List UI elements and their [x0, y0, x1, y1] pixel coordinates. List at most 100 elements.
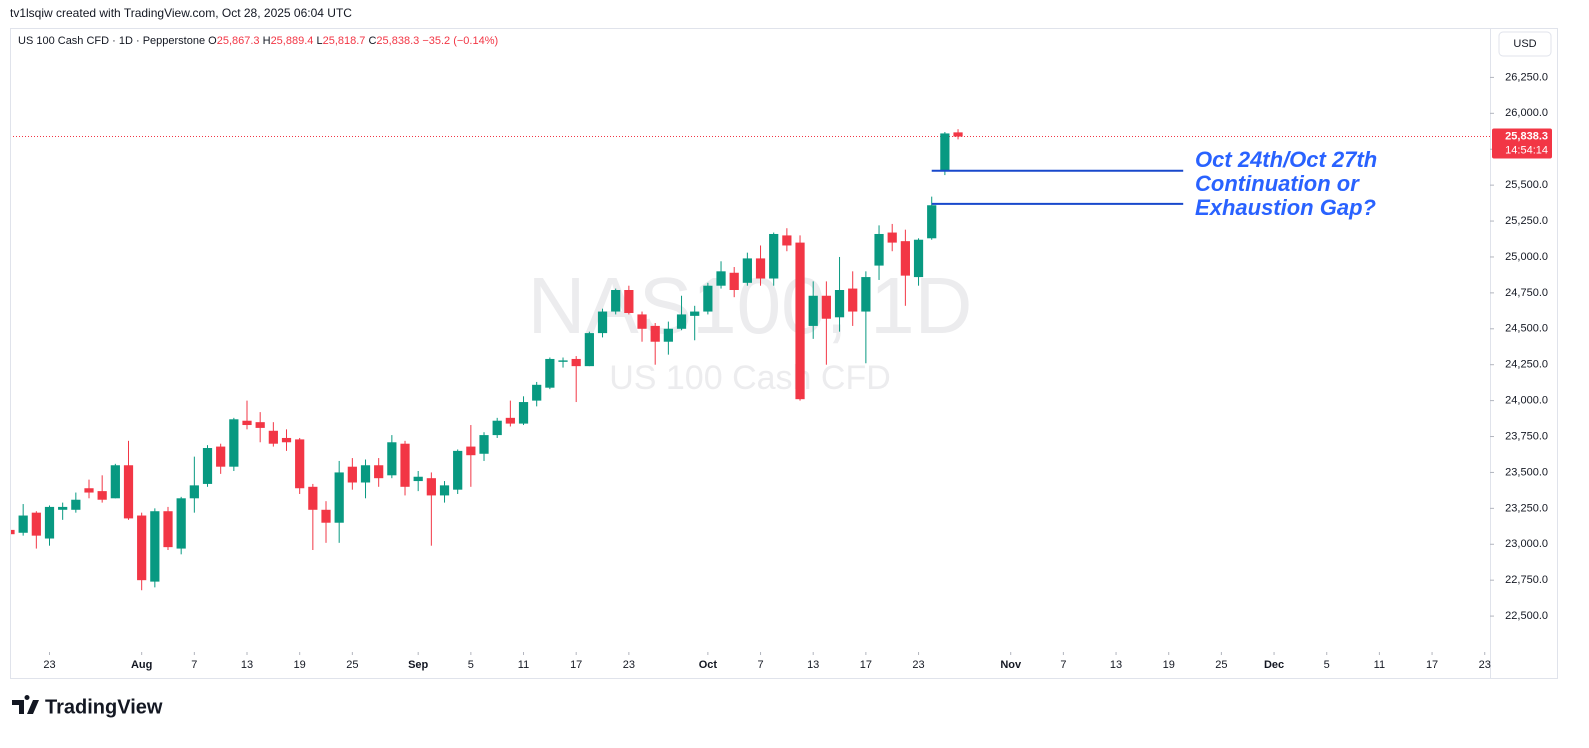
x-tick-label: 23 [43, 659, 55, 671]
x-tick-label: 17 [860, 659, 872, 671]
plot [11, 129, 1490, 591]
candle-body [624, 290, 634, 313]
annotation-text: Continuation or [1195, 171, 1360, 196]
candle-body [123, 465, 134, 519]
last-price-label: 25,838.3 [1505, 130, 1548, 142]
candle-body [795, 242, 805, 400]
y-tick-label: 24,500.0 [1505, 323, 1548, 335]
y-tick-label: 25,500.0 [1505, 179, 1548, 191]
y-tick-label: 25,250.0 [1505, 215, 1548, 227]
x-tick-label: 7 [191, 659, 197, 671]
annotation-text: Oct 24th/Oct 27th [1195, 147, 1377, 172]
candle-body [281, 437, 292, 443]
candle-body [808, 295, 818, 326]
candle-body [334, 472, 344, 523]
candle-body [584, 333, 594, 367]
symbol: US 100 Cash CFD · 1D · Pepperstone [18, 35, 205, 47]
currency[interactable]: USD [1513, 38, 1536, 50]
x-tick-label: 17 [570, 659, 582, 671]
last-price-box [1492, 128, 1552, 159]
candle-body [755, 258, 766, 279]
candle-body [611, 290, 621, 312]
candle-body [110, 465, 120, 499]
candle-body [400, 443, 410, 487]
x-tick-label: 11 [1374, 659, 1385, 671]
candle-body [848, 288, 858, 312]
header: tv1lsqiw created with TradingView.com, O… [10, 6, 352, 20]
candle-body [97, 491, 107, 500]
candle-body [690, 311, 700, 316]
brand-logo: TradingView [12, 695, 163, 718]
candle-body [505, 417, 515, 424]
x-tick-label: 23 [1479, 659, 1491, 671]
candle-body [44, 506, 55, 539]
x-tick-label: Oct [699, 659, 718, 671]
candle-body [571, 358, 581, 367]
candle-body [637, 314, 647, 329]
y-tick-label: 24,250.0 [1505, 359, 1548, 371]
candle-body [413, 476, 423, 482]
y-tick-label: 23,750.0 [1505, 430, 1548, 442]
x-tick-label: 13 [807, 659, 819, 671]
x-tick-label: 13 [241, 659, 253, 671]
candle-body [11, 529, 15, 535]
y-tick-label: 24,000.0 [1505, 395, 1548, 407]
candle-body [71, 499, 81, 510]
x-tick-label: 23 [912, 659, 924, 671]
x-tick-label: 25 [1215, 659, 1227, 671]
x-tick-label: 19 [1163, 659, 1175, 671]
candle-body [308, 486, 318, 510]
logo-icon [12, 695, 39, 714]
candle-body [202, 448, 213, 484]
candle-body [360, 465, 371, 483]
candle-body [558, 360, 568, 362]
candle-body [347, 466, 357, 483]
candle-body [374, 465, 384, 479]
candle-body [295, 439, 305, 489]
candle-body [321, 509, 331, 523]
candle-body [439, 485, 450, 496]
x-tick-label: 25 [346, 659, 358, 671]
x-tick-label: 5 [468, 659, 474, 671]
candle-body [703, 285, 713, 312]
y-tick-label: 22,500.0 [1505, 610, 1548, 622]
legend-value: 25,818.7 [323, 35, 366, 47]
brand: TradingView [45, 696, 163, 718]
candle-body [900, 241, 910, 276]
legend-key: C [368, 35, 376, 47]
annotation-text: Exhaustion Gap? [1195, 195, 1376, 220]
candle-body [268, 430, 278, 444]
candle-body [176, 498, 186, 549]
legend-key: O [208, 35, 217, 47]
candle-body [242, 420, 252, 426]
countdown: 14:54:14 [1505, 144, 1548, 156]
candle-body [861, 277, 871, 312]
candle-body [58, 506, 68, 510]
candle-body [940, 133, 950, 171]
y-tick-label: 22,750.0 [1505, 574, 1548, 586]
x-tick-label: 5 [1324, 659, 1330, 671]
candle-body [953, 132, 963, 137]
x-tick-label: 17 [1426, 659, 1438, 671]
candle-body [597, 311, 608, 334]
x-tick-label: Sep [408, 659, 428, 671]
candle-body [913, 239, 924, 278]
candle-body [492, 420, 502, 436]
y-tick-label: 24,750.0 [1505, 287, 1548, 299]
candle-body [163, 511, 173, 548]
currency-button[interactable] [1498, 31, 1552, 57]
candle-body [518, 402, 529, 424]
candle-body [31, 512, 41, 536]
candle-body [255, 422, 265, 428]
candle-body [84, 488, 94, 493]
candle-body [927, 205, 937, 239]
candle-body [426, 478, 436, 496]
candle-body [189, 485, 199, 499]
candle-body [769, 233, 779, 279]
watermark-subtitle: US 100 Cash CFD [609, 359, 891, 397]
candle-body [137, 515, 147, 581]
candle-body [716, 271, 726, 286]
candle-body [887, 232, 897, 243]
